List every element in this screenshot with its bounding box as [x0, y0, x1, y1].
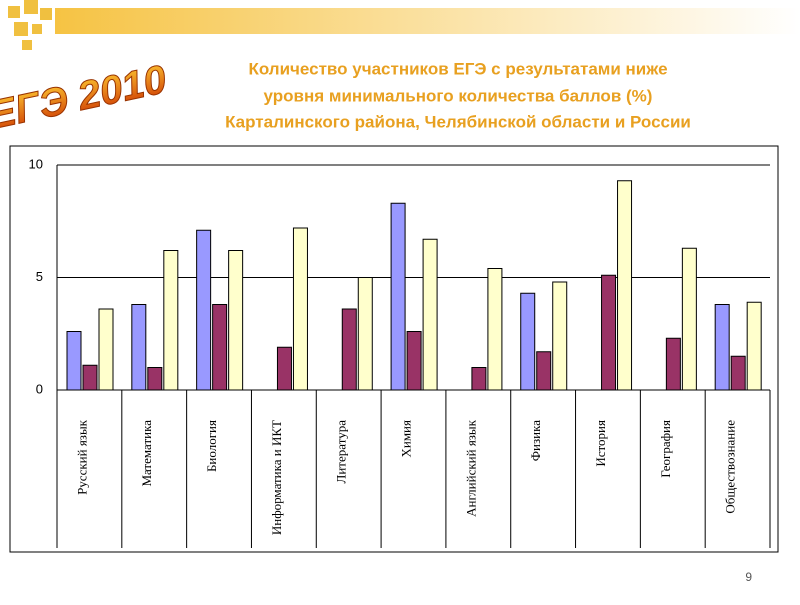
bar — [212, 304, 228, 391]
bar — [601, 274, 617, 391]
bar — [292, 227, 308, 391]
bar — [196, 229, 212, 391]
x-tick-label: Химия — [398, 420, 413, 458]
bar — [276, 346, 292, 391]
x-tick-label: Математика — [139, 420, 154, 487]
bar — [714, 304, 730, 391]
x-tick-label: Обществознание — [723, 420, 738, 514]
title-line: Карталинского района, Челябинской област… — [225, 112, 691, 131]
y-tick-label: 5 — [36, 269, 43, 284]
top-bar — [55, 8, 800, 34]
title-line: уровня минимального количества баллов (%… — [264, 86, 653, 105]
bar — [422, 238, 438, 391]
bar — [66, 331, 82, 391]
bar — [730, 355, 746, 391]
x-tick-label: Информатика и ИКТ — [269, 420, 284, 535]
x-tick-label: Английский язык — [463, 419, 478, 517]
bar — [82, 364, 98, 391]
decor-squares — [8, 0, 52, 50]
bar — [487, 268, 503, 391]
bar — [357, 277, 373, 391]
y-tick-label: 0 — [36, 381, 43, 396]
bar — [552, 281, 568, 391]
bar — [147, 367, 163, 391]
x-tick-label: Биология — [204, 420, 219, 472]
bar — [131, 304, 147, 391]
x-tick-label: География — [658, 420, 673, 478]
bar — [746, 301, 762, 391]
bar — [471, 367, 487, 391]
bar — [98, 308, 114, 391]
x-tick-label: Литература — [334, 420, 349, 484]
bar — [390, 202, 406, 391]
logo: ЕГЭ 2010 — [0, 57, 170, 137]
y-tick-label: 10 — [29, 156, 43, 171]
bar — [665, 337, 681, 391]
x-tick-label: Русский язык — [74, 419, 89, 495]
bar — [536, 351, 552, 391]
title-line: Количество участников ЕГЭ с результатами… — [248, 59, 667, 78]
bar — [617, 180, 633, 391]
bar — [163, 250, 179, 391]
bar — [520, 292, 536, 391]
bar — [406, 331, 422, 391]
bar — [341, 308, 357, 391]
page-number: 9 — [745, 570, 752, 584]
x-tick-label: Физика — [528, 420, 543, 461]
x-tick-label: История — [593, 420, 608, 467]
bar — [228, 250, 244, 391]
bar — [681, 247, 697, 391]
